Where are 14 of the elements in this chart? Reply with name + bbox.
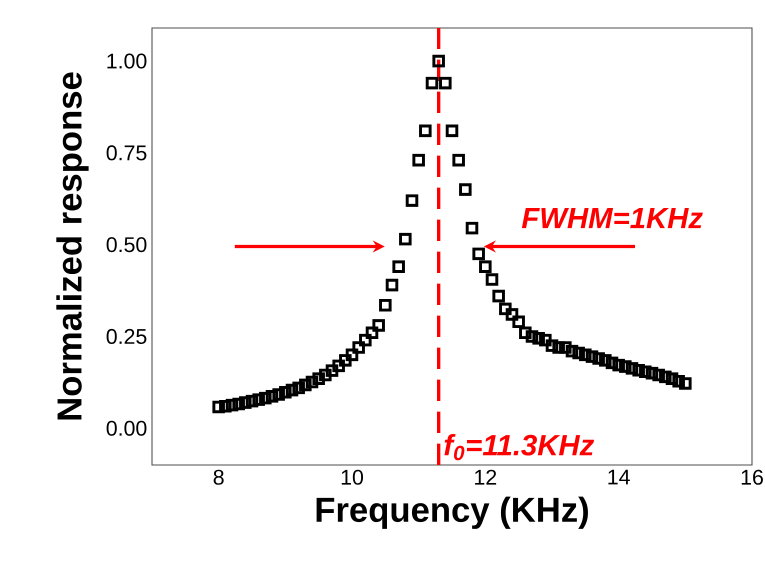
- x-tick-label: 8: [214, 470, 224, 485]
- y-tick-label: 0.75: [106, 145, 146, 160]
- y-tick-label: 0.25: [106, 328, 146, 344]
- annotation: FWHM=1KHz: [522, 208, 703, 228]
- x-tick-label: 12: [475, 470, 496, 485]
- x-tick-label: 16: [742, 470, 763, 485]
- y-tick-label: 0.50: [106, 237, 146, 252]
- x-tick-label: 10: [342, 470, 364, 485]
- ref-line-label: f$_{0}$=11.3KHz: [444, 434, 594, 460]
- x-axis-title: Frequency (KHz): [316, 496, 588, 529]
- x-tick-label: 14: [608, 470, 630, 484]
- y-tick-label: 0.00: [106, 420, 146, 436]
- y-tick-label: 1.00: [107, 54, 146, 69]
- y-axis-title: Normalized response: [56, 72, 89, 420]
